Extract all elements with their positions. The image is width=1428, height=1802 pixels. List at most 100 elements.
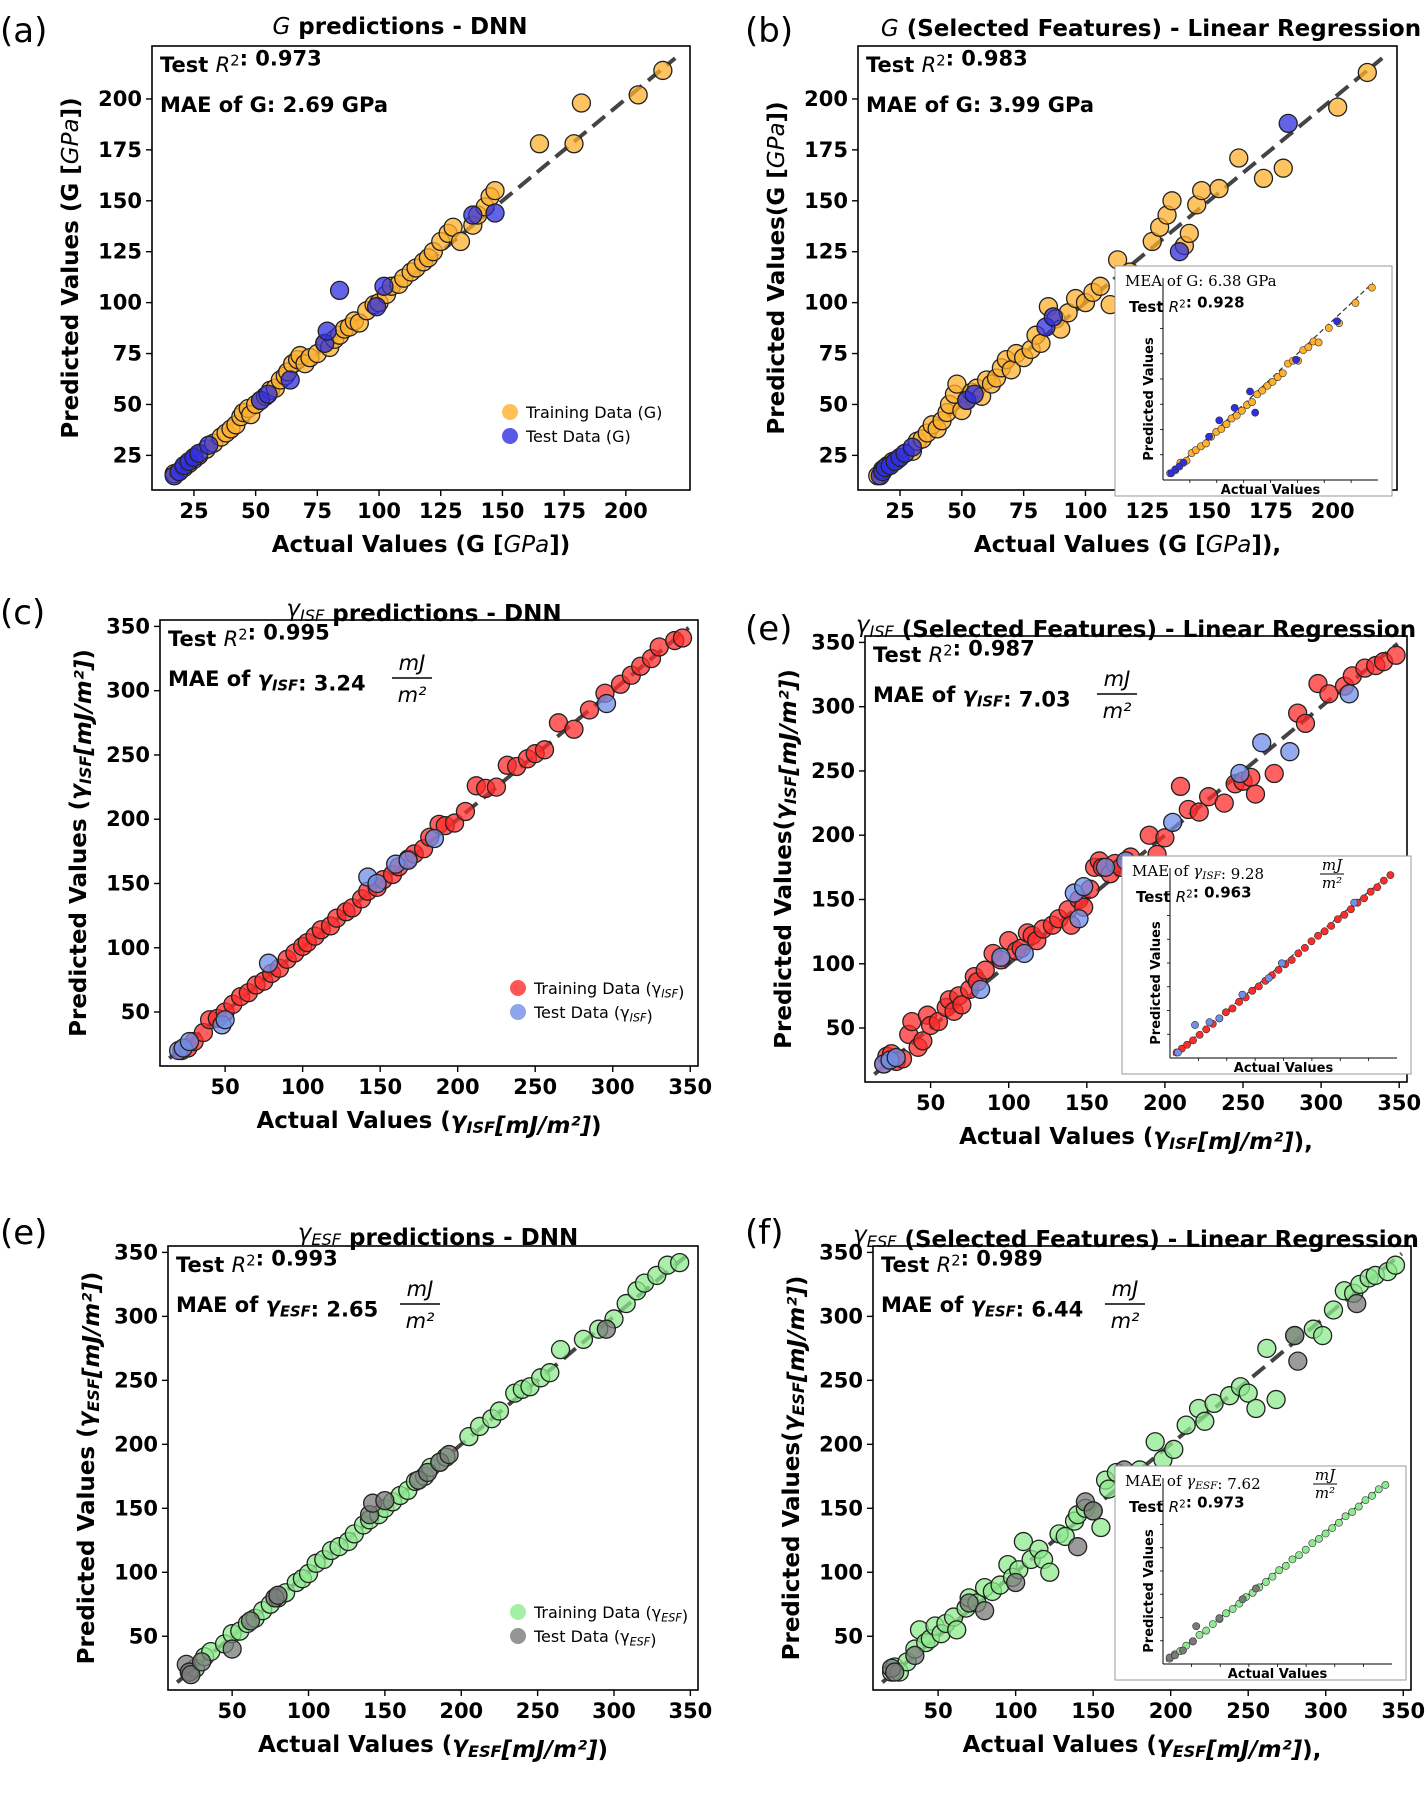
legend-train-label-part: ) xyxy=(678,982,684,1001)
y-tick-label: 150 xyxy=(114,1496,158,1520)
inset-train-point xyxy=(1295,1551,1303,1559)
train-point xyxy=(1323,1300,1344,1320)
chart-title-part: predictions - DNN xyxy=(290,14,527,40)
annotation-r2: Test R2: 0.973 xyxy=(160,46,322,77)
annotation-mae: MAE of γISF: 3.24 xyxy=(168,667,366,695)
inset-train-point xyxy=(1373,883,1382,892)
annotation-r2-part: 2 xyxy=(951,1252,960,1269)
x-tick-label: 250 xyxy=(1221,1091,1265,1115)
train-point xyxy=(1328,97,1348,117)
annotation-mae-part: MAE of xyxy=(168,667,258,691)
annotation-r2-part: R xyxy=(929,643,944,667)
y-tick-label: 100 xyxy=(98,291,142,315)
inset-train-point xyxy=(1288,1555,1297,1564)
x-axis-label-part: GPa xyxy=(1206,532,1252,558)
annotation-r2-part: : 0.993 xyxy=(256,1246,338,1270)
inset-annotation-r2-part: : 0.963 xyxy=(1193,883,1252,901)
y-tick-label: 50 xyxy=(834,1624,863,1648)
plot-frame xyxy=(151,45,691,491)
train-point xyxy=(1204,1393,1224,1414)
y-tick-label: 300 xyxy=(106,679,150,703)
y-axis-label-part: [mJ/m²] xyxy=(79,1282,105,1379)
inset-annotation-r2-part: : 0.928 xyxy=(1186,293,1245,311)
y-tick-label: 75 xyxy=(819,342,848,366)
y-axis-label-part: γ xyxy=(771,802,797,820)
y-tick-label: 250 xyxy=(819,1368,863,1392)
inset-test-point xyxy=(1205,432,1213,441)
test-point xyxy=(191,1652,212,1672)
train-point xyxy=(1090,276,1110,296)
legend-train-label-part: γ xyxy=(652,1603,661,1622)
train-point xyxy=(1214,793,1234,813)
inset-test-point xyxy=(1238,1595,1247,1604)
x-axis-label-part: γ xyxy=(452,1732,470,1758)
y-axis-label-part: GPa xyxy=(764,122,790,168)
inset-annotation-r2: Test R2: 0.963 xyxy=(1136,883,1252,906)
train-point xyxy=(947,374,967,394)
y-axis-label-part: γ xyxy=(66,782,92,800)
inset-test-point xyxy=(1192,1622,1201,1631)
y-tick-label: 250 xyxy=(114,1368,158,1392)
inset-train-point xyxy=(1195,1630,1204,1639)
chart-title: γESF (Selected Features) - Linear Regres… xyxy=(853,1222,1419,1253)
x-axis-label-part: ISF xyxy=(1169,1134,1198,1153)
inset-train-point xyxy=(1287,956,1296,964)
test-point xyxy=(596,1319,617,1339)
inset-train-point xyxy=(1254,982,1263,991)
inset-train-point xyxy=(1320,927,1329,936)
panel-label: (e) xyxy=(0,1213,47,1253)
inset-annotation-r2-part: Test xyxy=(1136,888,1176,906)
x-tick-label: 200 xyxy=(1311,499,1355,523)
panel-label: (b) xyxy=(745,11,793,51)
train-point xyxy=(1164,1439,1184,1460)
y-axis-label-part: [mJ/m²] xyxy=(784,1286,810,1383)
inset-train-point xyxy=(1341,1512,1350,1521)
test-point xyxy=(1252,733,1272,753)
annotation-r2-part: Test xyxy=(881,1253,937,1277)
train-point xyxy=(1176,1415,1196,1435)
inset-annotation-mae: MEA of G: 6.38 GPa xyxy=(1125,272,1277,290)
y-axis-label-part: [ xyxy=(58,164,84,175)
legend-train-label-part: Training Data (G) xyxy=(525,403,662,422)
chart-title-part: ESF xyxy=(311,1230,341,1249)
annotation-mae-part: MAE of G: 2.69 xyxy=(160,93,342,117)
y-axis-label-part: Predicted Values( xyxy=(779,1431,805,1660)
train-point xyxy=(1264,763,1284,784)
annotation-mae: MAE of γISF: 7.03 xyxy=(873,683,1071,711)
inset-train-point xyxy=(1347,905,1355,914)
legend-train-marker xyxy=(510,980,526,996)
annotation-r2: Test R2: 0.995 xyxy=(168,620,330,651)
inset-test-point xyxy=(1350,898,1359,907)
x-axis-label: Actual Values (G [GPa]) xyxy=(272,532,571,558)
inset-test-point xyxy=(1264,974,1273,983)
y-tick-label: 150 xyxy=(106,871,150,895)
train-point xyxy=(571,93,592,113)
y-axis-label-part: γ xyxy=(74,1409,100,1427)
inset-train-point xyxy=(1294,949,1303,958)
x-axis-label-part: ESF xyxy=(468,1742,502,1761)
train-point xyxy=(1253,168,1274,189)
plot-frame xyxy=(872,1245,1412,1691)
annotation-mae-part: ESF xyxy=(985,1303,1016,1320)
x-tick-label: 250 xyxy=(513,1075,557,1099)
y-tick-label: 350 xyxy=(114,1240,158,1264)
legend-test-label: Test Data (γESF) xyxy=(533,1627,656,1649)
x-tick-label: 200 xyxy=(1149,1699,1193,1723)
annotation-r2-part: R xyxy=(216,53,231,77)
annotation-mae-part: γ xyxy=(266,1293,282,1317)
x-tick-label: 350 xyxy=(1381,1699,1425,1723)
train-point xyxy=(485,180,505,201)
annotation-r2-part: R xyxy=(232,1253,247,1277)
panel-label: (c) xyxy=(0,593,45,633)
x-tick-label: 100 xyxy=(994,1699,1038,1723)
inset-train-point xyxy=(1222,1008,1230,1017)
x-tick-label: 150 xyxy=(363,1699,407,1723)
annotation-r2-part: : 0.995 xyxy=(248,620,330,644)
y-axis-label: Predicted Values(γESF[mJ/m²]) xyxy=(779,1276,810,1661)
y-axis-label-part: GPa xyxy=(58,118,84,164)
annotation-r2-part: Test xyxy=(873,643,929,667)
annotation-r2: Test R2: 0.987 xyxy=(873,636,1035,667)
inset-annotation-r2-part: Test xyxy=(1129,1498,1169,1516)
x-tick-label: 25 xyxy=(179,499,208,523)
y-tick-label: 350 xyxy=(106,614,150,638)
